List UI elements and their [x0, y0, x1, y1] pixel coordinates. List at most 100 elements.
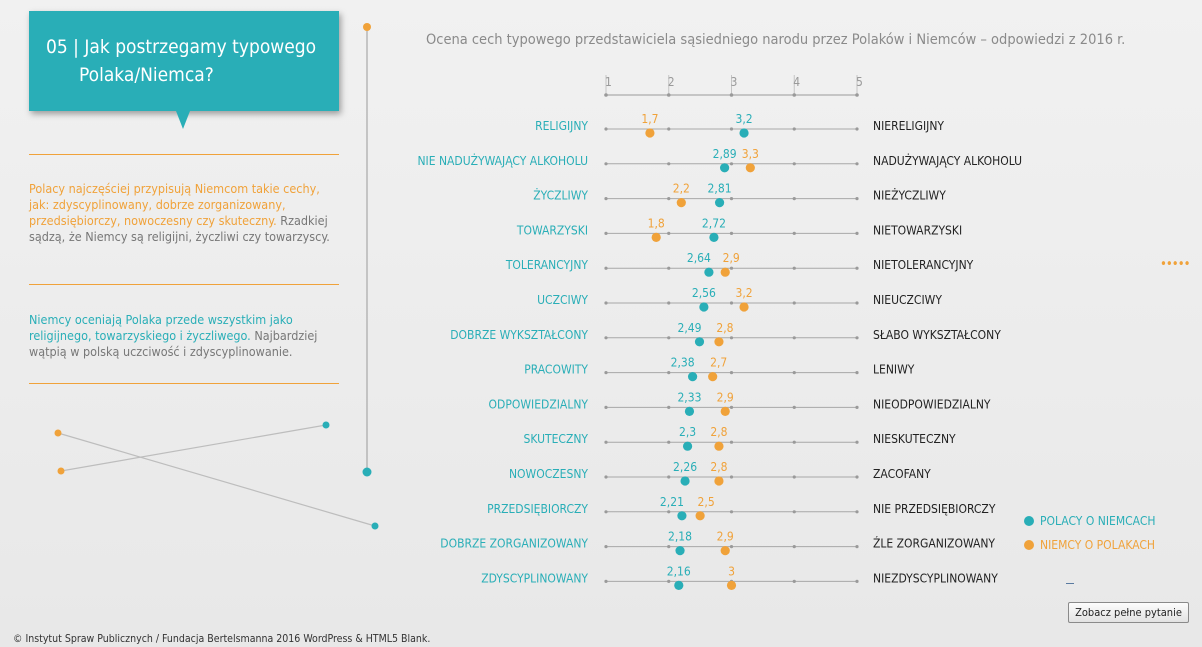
- more-indicator[interactable]: •••••: [1160, 257, 1190, 272]
- show-full-question-button[interactable]: Zobacz pełne pytanie: [1068, 602, 1189, 623]
- chart-row: TOWARZYSKI NIETOWARZYSKI 2,72 1,8: [516, 216, 962, 242]
- legend-german: NIEMCY O POLAKACH: [1024, 538, 1155, 552]
- row-tick-dot: [855, 579, 859, 584]
- row-left-label: PRACOWITY: [524, 363, 588, 377]
- value-label-niemcy: 2,5: [698, 495, 715, 509]
- point-polacy-o-niemcach: [739, 128, 749, 138]
- row-left-label: UCZCIWY: [537, 293, 588, 307]
- row-tick-dot: [667, 336, 671, 340]
- row-tick-dot: [604, 231, 608, 235]
- row-right-label: NIETOLERANCYJNY: [873, 258, 974, 272]
- value-label-niemcy: 2,8: [710, 460, 727, 474]
- scale-axis: 1 2 3 4 5: [604, 75, 863, 97]
- row-tick-dot: [604, 127, 608, 131]
- value-label-niemcy: 2,9: [717, 530, 734, 544]
- row-tick-dot: [729, 475, 734, 479]
- row-tick-dot: [667, 545, 671, 549]
- row-right-label: NIESKUTECZNY: [873, 432, 956, 446]
- point-polacy-o-niemcach: [682, 441, 693, 451]
- row-tick-dot: [604, 266, 608, 270]
- legend-dot-german: [1024, 540, 1034, 550]
- value-label-polacy: 2,64: [687, 251, 711, 265]
- chart-row: ZDYSCYPLINOWANY NIEZDYSCYPLINOWANY 2,16 3: [481, 564, 998, 591]
- chart-row: UCZCIWY NIEUCZCIWY 2,56 3,2: [537, 286, 942, 312]
- row-tick-dot: [667, 266, 671, 270]
- row-tick-dot: [792, 336, 796, 340]
- point-niemcy-o-polakach: [726, 580, 737, 591]
- point-polacy-o-niemcach: [677, 511, 687, 521]
- point-niemcy-o-polakach: [739, 302, 749, 312]
- row-tick-dot: [855, 301, 859, 305]
- scale-tick-label: 2: [668, 75, 675, 89]
- point-polacy-o-niemcach: [714, 198, 725, 208]
- row-tick-dot: [667, 301, 671, 305]
- row-left-label: PRZEDSIĘBIORCZY: [487, 502, 588, 516]
- cross-dot-1: [54, 429, 62, 437]
- chart-row: ŻYCZLIWY NIEŻYCZLIWY 2,81 2,2: [533, 182, 946, 208]
- row-tick-dot: [604, 405, 608, 409]
- scale-tick-dot: [666, 93, 671, 97]
- value-label-polacy: 2,33: [677, 390, 701, 404]
- row-tick-dot: [604, 371, 608, 375]
- row-tick-dot: [855, 197, 859, 201]
- value-label-niemcy: 3: [728, 564, 735, 578]
- row-tick-dot: [729, 231, 734, 235]
- row-tick-dot: [855, 336, 859, 340]
- row-tick-dot: [667, 231, 671, 235]
- point-niemcy-o-polakach: [720, 546, 730, 556]
- row-tick-dot: [604, 475, 608, 479]
- timeline-dot-bottom: [362, 467, 372, 477]
- row-tick-dot: [855, 231, 859, 235]
- divider-3: [29, 383, 339, 384]
- value-label-polacy: 2,56: [692, 286, 716, 300]
- row-tick-dot: [855, 475, 859, 479]
- scale-tick-dot: [604, 93, 608, 97]
- point-niemcy-o-polakach: [714, 476, 724, 486]
- row-tick-dot: [792, 475, 796, 479]
- scale-tick-dot: [729, 93, 734, 97]
- value-label-niemcy: 2,7: [710, 356, 727, 370]
- point-niemcy-o-polakach: [720, 267, 730, 277]
- row-tick-dot: [667, 127, 671, 131]
- row-right-label: ZACOFANY: [873, 467, 931, 481]
- cross-line-1: [57, 432, 376, 527]
- row-left-label: TOWARZYSKI: [516, 223, 588, 237]
- summary-polish-note: Rzadkiej sądzą, że Niemcy są religijni, …: [29, 213, 330, 244]
- scale-tick-label: 5: [856, 75, 863, 89]
- point-niemcy-o-polakach: [676, 198, 686, 208]
- value-label-niemcy: 3,3: [742, 147, 759, 161]
- row-tick-dot: [792, 162, 796, 166]
- row-left-label: RELIGIJNY: [535, 119, 588, 133]
- row-tick-dot: [604, 301, 608, 305]
- value-label-niemcy: 1,7: [641, 112, 658, 126]
- row-left-label: NOWOCZESNY: [509, 467, 588, 481]
- point-polacy-o-niemcach: [675, 546, 685, 556]
- row-tick-dot: [792, 371, 796, 375]
- row-left-label: DOBRZE ZORGANIZOWANY: [440, 537, 588, 551]
- row-tick-dot: [792, 440, 796, 444]
- decorative-graphic: [54, 23, 379, 530]
- row-left-label: NIE NADUŻYWAJĄCY ALKOHOLU: [417, 153, 588, 168]
- row-tick-dot: [667, 440, 671, 444]
- row-tick-dot: [667, 475, 671, 479]
- row-left-label: ODPOWIEDZIALNY: [489, 397, 589, 411]
- row-tick-dot: [792, 231, 796, 235]
- row-tick-dot: [729, 440, 734, 444]
- value-label-niemcy: 2,8: [716, 321, 733, 335]
- row-tick-dot: [792, 301, 796, 305]
- cross-dot-4: [322, 421, 330, 429]
- legend-polish: POLACY O NIEMCACH: [1024, 514, 1156, 528]
- point-polacy-o-niemcach: [694, 337, 705, 347]
- row-tick-dot: [604, 162, 608, 166]
- title-pointer: [176, 111, 190, 129]
- point-polacy-o-niemcach: [674, 580, 684, 591]
- row-tick-dot: [855, 266, 859, 270]
- row-right-label: NIEODPOWIEDZIALNY: [873, 397, 991, 411]
- summary-polish-highlight: Polacy najczęściej przypisują Niemcom ta…: [29, 181, 320, 228]
- row-left-label: TOLERANCYJNY: [505, 258, 589, 272]
- row-tick-dot: [729, 405, 734, 409]
- point-niemcy-o-polakach: [714, 337, 724, 347]
- row-tick-dot: [792, 579, 796, 584]
- point-niemcy-o-polakach: [651, 232, 661, 242]
- row-tick-dot: [604, 579, 608, 584]
